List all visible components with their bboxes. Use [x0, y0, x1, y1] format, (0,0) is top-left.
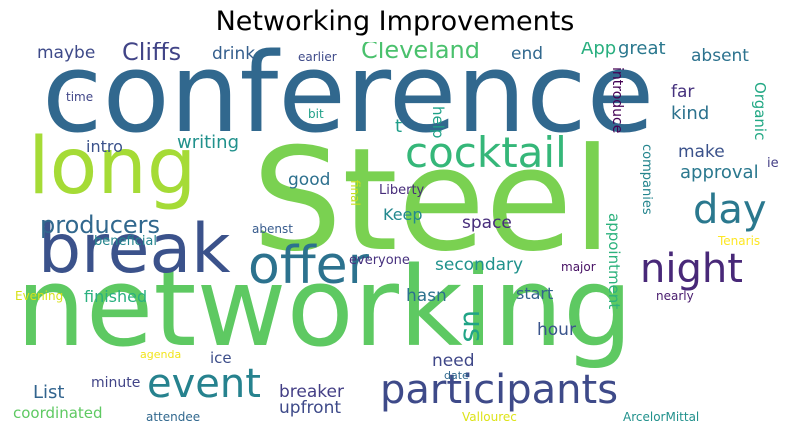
- word-approval: approval: [680, 162, 759, 183]
- word-vallourec: Vallourec: [462, 410, 517, 424]
- word-finished: finished: [84, 287, 148, 306]
- word-producers: producers: [40, 211, 161, 239]
- word-space: space: [462, 213, 512, 233]
- word-nearly: nearly: [656, 289, 694, 303]
- word-ice: ice: [210, 349, 232, 367]
- word-maybe: maybe: [37, 43, 96, 63]
- word-time: time: [66, 90, 94, 104]
- word-cocktail: cocktail: [405, 128, 567, 177]
- word-hasn: hasn: [406, 286, 447, 306]
- word-coordinated: coordinated: [13, 404, 103, 422]
- word-day: day: [693, 187, 767, 233]
- word-beneficial: beneficial: [94, 234, 158, 249]
- word-introduce: introduce: [609, 67, 625, 134]
- word-participants: participants: [380, 367, 619, 413]
- word-drink: drink: [212, 44, 256, 64]
- word-us: us: [457, 310, 490, 343]
- word-secondary: secondary: [435, 255, 524, 275]
- word-writing: writing: [177, 132, 240, 153]
- word-everyone: everyone: [349, 253, 410, 268]
- word-t: t: [395, 116, 403, 137]
- word-offer: offer: [248, 236, 370, 296]
- word-organic: Organic: [751, 82, 769, 141]
- word-bit: bit: [308, 107, 324, 121]
- word-event: event: [147, 361, 261, 407]
- word-networking: networking: [16, 243, 633, 371]
- word-end: end: [511, 44, 544, 64]
- word-final: final: [348, 180, 362, 206]
- word-breaker: breaker: [279, 382, 344, 402]
- word-liberty: Liberty: [379, 183, 425, 198]
- word-attendee: attendee: [146, 410, 201, 424]
- word-need: need: [432, 351, 475, 371]
- word-ie: ie: [767, 156, 778, 171]
- word-keep: Keep: [383, 205, 423, 224]
- word-steel: Steel: [252, 118, 612, 283]
- word-cliffs: Cliffs: [122, 42, 182, 66]
- word-help: help: [429, 106, 447, 139]
- word-date: date: [444, 369, 469, 382]
- word-night: night: [640, 246, 743, 292]
- word-make: make: [678, 142, 725, 162]
- word-conference: conference: [42, 42, 655, 157]
- word-break: break: [38, 210, 231, 289]
- word-tenaris: Tenaris: [718, 234, 761, 248]
- word-companies: companies: [639, 144, 654, 215]
- word-list: List: [33, 382, 65, 403]
- word-great: great: [618, 42, 666, 59]
- word-cloud: Steel conference networking long break offer c…: [12, 42, 778, 428]
- word-agenda: agenda: [140, 348, 182, 361]
- word-earlier: earlier: [298, 50, 337, 64]
- word-abenst: abenst: [252, 222, 293, 236]
- word-major: major: [561, 260, 596, 274]
- word-minute: minute: [91, 375, 141, 391]
- word-app: App: [581, 42, 617, 59]
- word-cleveland: Cleveland: [361, 42, 480, 64]
- word-absent: absent: [691, 46, 749, 66]
- word-hour: hour: [537, 320, 576, 340]
- word-arcelormittal: ArcelorMittal: [623, 410, 700, 424]
- word-kind: kind: [671, 103, 710, 124]
- word-appointment: appointment: [605, 213, 623, 310]
- word-intro: intro: [86, 137, 123, 156]
- chart-title: Networking Improvements: [215, 6, 575, 37]
- word-start: start: [516, 284, 554, 303]
- word-far: far: [671, 82, 695, 102]
- word-evening: Evening: [15, 289, 64, 303]
- word-upfront: upfront: [279, 398, 342, 418]
- word-good: good: [288, 170, 331, 190]
- word-long: long: [28, 122, 197, 212]
